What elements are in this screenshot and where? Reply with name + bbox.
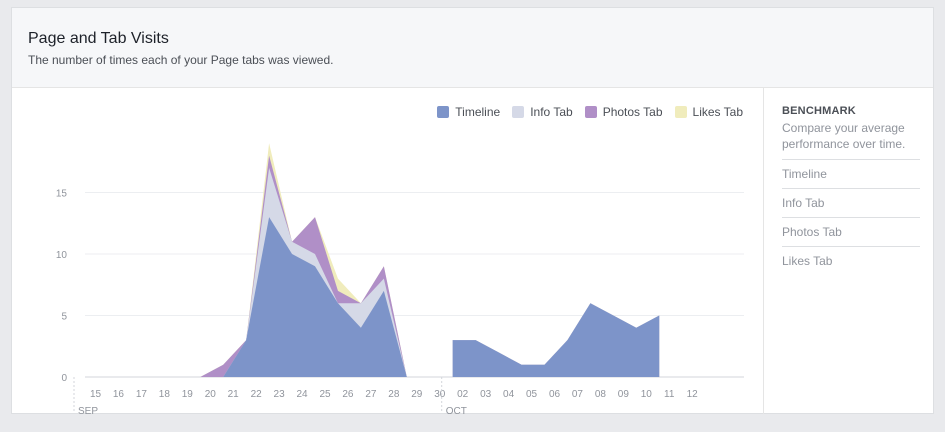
card-title: Page and Tab Visits: [28, 30, 169, 47]
legend-label: Info Tab: [530, 105, 573, 119]
chart-area: 0 5 10 15 15 16 17 18 19 20 21 22 23 24 25 26 27 28 29 30 02…: [12, 88, 763, 414]
y-tick-label: 5: [61, 312, 67, 323]
page-tab-visits-card: Page and Tab Visits The number of times …: [11, 7, 934, 414]
legend-item-info-tab[interactable]: Info Tab: [512, 105, 573, 119]
legend-item-timeline[interactable]: Timeline: [437, 105, 500, 119]
chart-legend: Timeline Info Tab Photos Tab Likes Tab: [437, 105, 743, 119]
x-tick-label: 24: [296, 389, 308, 400]
month-label: OCT: [446, 406, 467, 414]
x-tick-label: 15: [90, 389, 102, 400]
x-tick-label: 28: [388, 389, 400, 400]
series-area-timeline: [452, 303, 660, 377]
legend-item-likes-tab[interactable]: Likes Tab: [674, 105, 743, 119]
legend-item-photos-tab[interactable]: Photos Tab: [584, 105, 663, 119]
benchmark-description: Compare your average performance over ti…: [782, 120, 920, 160]
x-tick-label: 08: [595, 389, 607, 400]
benchmark-item-timeline[interactable]: Timeline: [782, 160, 920, 189]
legend-swatch: [437, 106, 450, 118]
x-tick-label: 23: [274, 389, 286, 400]
card-subtitle: The number of times each of your Page ta…: [28, 53, 334, 67]
x-tick-label: 21: [228, 389, 240, 400]
x-tick-label: 03: [480, 389, 492, 400]
benchmark-item-likes-tab[interactable]: Likes Tab: [782, 254, 833, 268]
x-tick-label: 18: [159, 389, 171, 400]
x-tick-label: 09: [618, 389, 630, 400]
y-tick-label: 0: [61, 373, 67, 384]
x-tick-label: 16: [113, 389, 125, 400]
y-tick-label: 15: [56, 189, 68, 200]
x-tick-label: 04: [503, 389, 515, 400]
benchmark-sidebar: BENCHMARK Compare your average performan…: [763, 88, 934, 414]
legend-label: Likes Tab: [692, 105, 743, 119]
series-area-timeline: [85, 217, 407, 377]
x-tick-label: 02: [457, 389, 469, 400]
x-tick-label: 26: [342, 389, 354, 400]
x-tick-label: 07: [572, 389, 584, 400]
x-tick-label: 10: [641, 389, 653, 400]
benchmark-item-photos-tab[interactable]: Photos Tab: [782, 218, 920, 247]
legend-label: Timeline: [455, 105, 501, 119]
x-tick-label: 12: [687, 389, 699, 400]
legend-swatch: [584, 106, 597, 118]
x-tick-label: 05: [526, 389, 538, 400]
benchmark-item-info-tab[interactable]: Info Tab: [782, 189, 920, 218]
x-tick-label: 30: [434, 389, 446, 400]
x-tick-label: 17: [136, 389, 148, 400]
x-tick-label: 27: [365, 389, 377, 400]
legend-swatch: [512, 106, 525, 118]
x-tick-label: 29: [411, 389, 423, 400]
month-label: SEP: [78, 406, 98, 414]
card-header: Page and Tab Visits The number of times …: [12, 8, 933, 88]
y-tick-label: 10: [56, 250, 68, 261]
benchmark-title: BENCHMARK: [782, 105, 856, 117]
x-tick-label: 25: [319, 389, 331, 400]
x-tick-label: 22: [251, 389, 263, 400]
legend-swatch: [674, 106, 687, 118]
x-tick-label: 20: [205, 389, 217, 400]
x-tick-label: 11: [664, 389, 675, 400]
legend-label: Photos Tab: [602, 105, 663, 119]
x-tick-label: 06: [549, 389, 561, 400]
x-tick-label: 19: [182, 389, 194, 400]
